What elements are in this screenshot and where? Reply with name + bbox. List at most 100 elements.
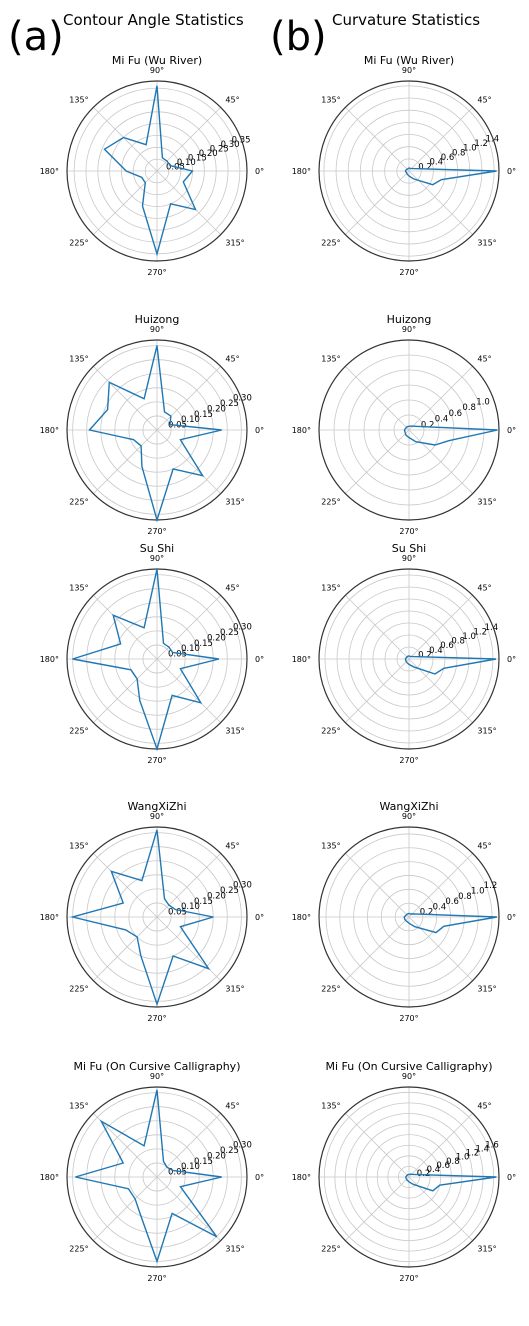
angle-tick-label: 90° xyxy=(150,812,164,821)
radius-tick-label: 0.30 xyxy=(233,394,252,404)
radius-gridline xyxy=(142,415,172,445)
radius-tick-label: 1.2 xyxy=(474,139,488,149)
chart-title: Su Shi xyxy=(392,542,426,555)
angle-gridline xyxy=(93,658,158,723)
angle-tick-label: 180° xyxy=(40,167,59,176)
chart-title: Huizong xyxy=(387,313,432,326)
angle-tick-label: 45° xyxy=(477,842,491,851)
chart-title: Mi Fu (On Cursive Calligraphy) xyxy=(74,1060,241,1073)
polar-chart: Mi Fu (Wu River) 0° 45° 90° 135° 180° 225° 270°… xyxy=(292,54,516,277)
radius-tick-label: 0.20 xyxy=(207,1151,226,1161)
angle-tick-label: 90° xyxy=(150,66,164,75)
radius-gridline xyxy=(142,902,172,932)
radius-gridline xyxy=(132,146,182,196)
series-line xyxy=(403,912,498,934)
angle-tick-label: 180° xyxy=(292,913,311,922)
angle-tick-label: 225° xyxy=(69,726,88,735)
angle-gridline xyxy=(156,170,221,235)
angle-tick-label: 180° xyxy=(292,426,311,435)
angle-tick-label: 135° xyxy=(69,1102,88,1111)
angle-tick-label: 135° xyxy=(321,584,340,593)
radius-tick-label: 0.15 xyxy=(188,153,207,163)
radius-gridline xyxy=(128,401,186,459)
angle-gridline xyxy=(93,1113,158,1178)
radius-tick-label: 1.4 xyxy=(485,623,499,633)
angle-tick-label: 90° xyxy=(150,325,164,334)
radius-gridline xyxy=(376,1144,442,1210)
polar-chart: Su Shi 0° 45° 90° 135° 180° 225° 270° 315° 0.20.4… xyxy=(292,542,516,765)
angle-gridline xyxy=(93,366,158,431)
polar-chart: Mi Fu (Wu River) 0° 45° 90° 135° 180° 225° 270°… xyxy=(40,54,264,277)
angle-tick-label: 90° xyxy=(402,1072,416,1081)
angle-gridline xyxy=(93,916,158,981)
angle-gridline xyxy=(345,916,410,981)
radius-gridline xyxy=(339,847,479,987)
radius-tick-label: 1.0 xyxy=(456,1153,470,1163)
angle-tick-label: 90° xyxy=(402,325,416,334)
angle-tick-label: 315° xyxy=(477,984,496,993)
radius-tick-label: 0.6 xyxy=(440,641,454,651)
angle-tick-label: 45° xyxy=(225,842,239,851)
polar-frame xyxy=(318,568,500,750)
radius-tick-label: 0.2 xyxy=(418,650,432,660)
angle-tick-label: 270° xyxy=(147,527,166,536)
polar-chart: Mi Fu (On Cursive Calligraphy) 0° 45° 90° 13… xyxy=(40,1060,264,1283)
radius-tick-label: 0.30 xyxy=(233,1141,252,1151)
chart-title: Huizong xyxy=(135,313,180,326)
radius-gridline xyxy=(114,1134,200,1220)
angle-gridline xyxy=(93,853,158,918)
radius-gridline xyxy=(100,602,214,716)
radius-gridline xyxy=(128,630,186,688)
series-line xyxy=(75,1089,222,1264)
angle-gridline xyxy=(408,658,473,723)
angle-tick-label: 270° xyxy=(399,527,418,536)
radius-tick-label: 0.2 xyxy=(420,908,434,918)
angle-gridline xyxy=(156,1176,221,1241)
radius-tick-label: 0.6 xyxy=(441,153,455,163)
angle-tick-label: 135° xyxy=(321,96,340,105)
radius-tick-label: 0.30 xyxy=(221,140,240,150)
radius-tick-label: 0.6 xyxy=(436,1161,450,1171)
radius-tick-label: 1.0 xyxy=(471,887,485,897)
radius-gridline xyxy=(348,598,470,720)
radius-gridline xyxy=(372,622,446,696)
radius-gridline xyxy=(380,888,438,946)
radius-gridline xyxy=(367,875,451,959)
angle-tick-label: 225° xyxy=(69,1244,88,1253)
radius-tick-label: 1.6 xyxy=(485,1141,499,1151)
angle-tick-label: 0° xyxy=(507,655,516,664)
radius-tick-label: 0.15 xyxy=(194,410,213,420)
angle-tick-label: 0° xyxy=(255,167,264,176)
radius-gridline xyxy=(366,1134,452,1220)
series-line xyxy=(404,167,497,186)
radius-tick-label: 0.8 xyxy=(458,892,472,902)
radius-tick-label: 0.20 xyxy=(207,891,226,901)
radius-tick-label: 0.05 xyxy=(168,1168,187,1178)
radius-tick-label: 0.15 xyxy=(194,897,213,907)
angle-tick-label: 270° xyxy=(399,1274,418,1283)
radius-gridline xyxy=(396,646,422,672)
angle-tick-label: 270° xyxy=(399,268,418,277)
radius-tick-label: 0.25 xyxy=(220,886,239,896)
angle-tick-label: 135° xyxy=(69,96,88,105)
series-line xyxy=(72,568,220,752)
radius-gridline xyxy=(378,399,440,461)
radius-gridline xyxy=(100,1120,214,1234)
radius-tick-label: 0.8 xyxy=(451,637,465,647)
angle-tick-label: 180° xyxy=(292,1173,311,1182)
polar-chart: WangXiZhi 0° 45° 90° 135° 180° 225° 270° 315° 0.2… xyxy=(292,800,516,1023)
angle-tick-label: 315° xyxy=(477,1244,496,1253)
chart-title: Mi Fu (Wu River) xyxy=(112,54,202,67)
angle-tick-label: 45° xyxy=(225,355,239,364)
chart-title: WangXiZhi xyxy=(127,800,186,813)
angle-tick-label: 90° xyxy=(150,1072,164,1081)
angle-gridline xyxy=(93,170,158,235)
radius-tick-label: 0.25 xyxy=(210,144,229,154)
radius-tick-label: 0.35 xyxy=(232,135,251,145)
angle-tick-label: 225° xyxy=(69,984,88,993)
angle-tick-label: 135° xyxy=(69,842,88,851)
radius-tick-label: 0.25 xyxy=(220,1146,239,1156)
angle-gridline xyxy=(156,595,221,660)
radius-tick-label: 1.2 xyxy=(466,1149,480,1159)
